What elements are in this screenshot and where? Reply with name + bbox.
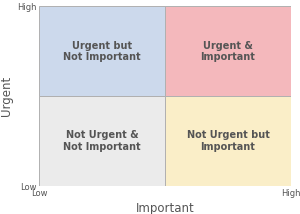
Text: Not Urgent &
Not Important: Not Urgent & Not Important xyxy=(63,131,141,152)
Bar xyxy=(165,6,291,96)
Text: Not Urgent but
Important: Not Urgent but Important xyxy=(187,131,269,152)
Text: Urgent but
Not Important: Urgent but Not Important xyxy=(63,41,141,62)
X-axis label: Important: Important xyxy=(136,202,194,214)
Text: Urgent &
Important: Urgent & Important xyxy=(201,41,255,62)
Bar xyxy=(39,96,165,186)
Bar xyxy=(39,6,165,96)
Y-axis label: Urgent: Urgent xyxy=(0,76,13,116)
Bar xyxy=(165,96,291,186)
